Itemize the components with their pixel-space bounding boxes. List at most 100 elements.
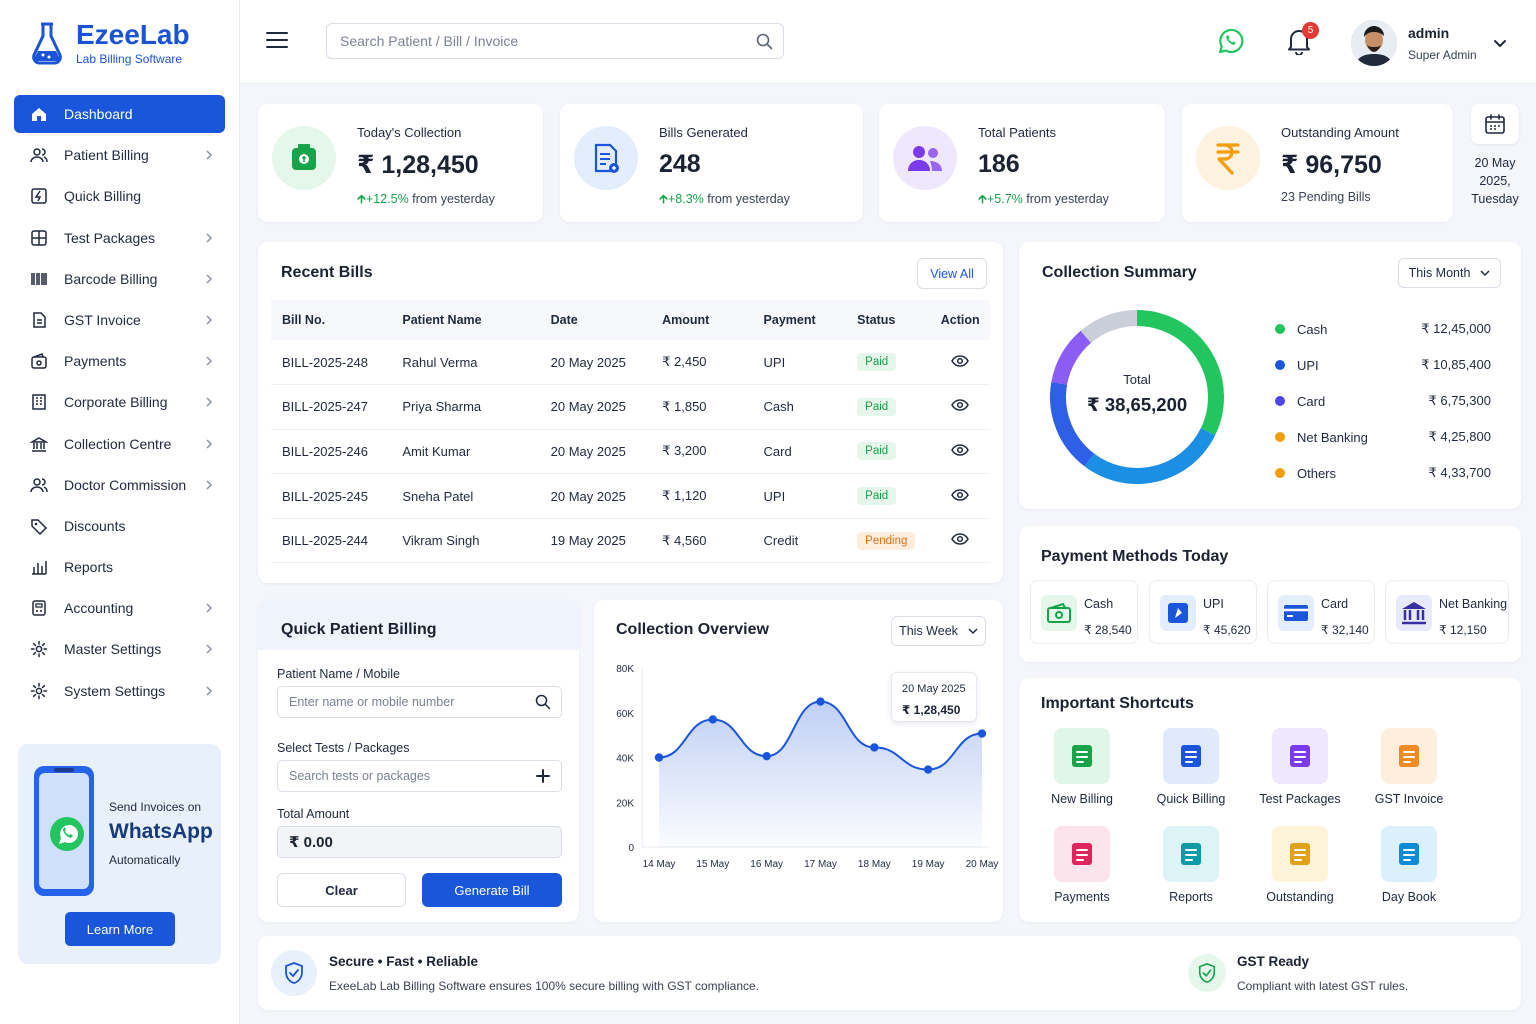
column-header: Status: [846, 300, 930, 340]
hamburger-menu-icon[interactable]: [266, 30, 288, 55]
chart-point[interactable]: [708, 715, 718, 724]
avatar[interactable]: [1351, 20, 1397, 66]
eye-icon[interactable]: [950, 354, 969, 370]
payment-mode: Card: [752, 429, 847, 475]
plus-icon[interactable]: [535, 768, 551, 787]
tests-search-input[interactable]: Search tests or packages: [277, 760, 562, 792]
legend-item: Net Banking ₹ 4,25,800: [1275, 427, 1491, 447]
learn-more-button[interactable]: Learn More: [65, 912, 175, 946]
legend-value: ₹ 10,85,400: [1421, 357, 1491, 372]
chart-point[interactable]: [654, 753, 664, 762]
eye-icon[interactable]: [950, 444, 969, 459]
outstanding-amount-card[interactable]: Outstanding Amount ₹ 96,750 23 Pending B…: [1182, 104, 1453, 222]
donut-slice-cash[interactable]: [1136, 310, 1224, 436]
sidebar-item-test-packages[interactable]: Test Packages: [14, 219, 225, 257]
bill-date: 20 May 2025: [539, 384, 652, 430]
sidebar-item-patient-billing[interactable]: Patient Billing: [14, 136, 225, 174]
sidebar-item-label: GST Invoice: [64, 311, 141, 328]
payment-method-net-banking[interactable]: Net Banking ₹ 12,150: [1385, 580, 1509, 644]
gear-icon: [30, 682, 48, 700]
search-icon[interactable]: [535, 694, 551, 713]
chart-point[interactable]: [762, 751, 771, 761]
bill-number: BILL-2025-248: [271, 340, 392, 386]
calendar-icon[interactable]: [1471, 104, 1519, 144]
sidebar-item-reports[interactable]: Reports: [14, 548, 225, 586]
payment-method-card[interactable]: Card ₹ 32,140: [1267, 580, 1375, 644]
chart-point[interactable]: [923, 765, 933, 774]
donut-slice-card[interactable]: [1050, 381, 1095, 467]
shortcut-reports[interactable]: Reports: [1137, 826, 1245, 904]
sidebar-item-barcode-billing[interactable]: Barcode Billing: [14, 260, 225, 298]
recent-bills-title: Recent Bills: [281, 264, 373, 281]
eye-icon[interactable]: [950, 399, 969, 414]
generate-bill-button[interactable]: Generate Bill: [422, 873, 562, 907]
date-widget[interactable]: 20 May 2025, Tuesday: [1469, 104, 1521, 208]
sidebar-item-doctor-commission[interactable]: Doctor Commission: [14, 466, 225, 504]
gst-shield-icon: [1188, 954, 1226, 992]
bills-generated-card[interactable]: Bills Generated 248 🡱+8.3% from yesterda…: [560, 104, 863, 222]
table-row[interactable]: BILL-2025-245 Sneha Patel 20 May 2025 ₹ …: [271, 473, 990, 519]
sidebar-item-collection-centre[interactable]: Collection Centre: [14, 425, 225, 463]
donut-slice-others[interactable]: [1080, 310, 1138, 344]
bill-amount: ₹ 1,850: [651, 384, 753, 430]
upi-icon: [1160, 595, 1196, 631]
search-input[interactable]: Search Patient / Bill / Invoice: [326, 23, 784, 59]
week-dropdown-label: This Week: [899, 624, 958, 638]
patient-name-input[interactable]: Enter name or mobile number: [277, 686, 562, 718]
donut-slice-upi[interactable]: [1084, 427, 1216, 484]
sidebar-item-master-settings[interactable]: Master Settings: [14, 630, 225, 668]
stat-value: ₹ 1,28,450: [357, 151, 479, 179]
chart-point[interactable]: [977, 729, 987, 738]
table-row[interactable]: BILL-2025-248 Rahul Verma 20 May 2025 ₹ …: [271, 340, 990, 386]
shortcut-label: Payments: [1054, 890, 1110, 904]
payment-method-upi[interactable]: UPI ₹ 45,620: [1149, 580, 1257, 644]
shortcuts-title: Important Shortcuts: [1041, 695, 1194, 712]
chart-point[interactable]: [870, 743, 879, 752]
shortcut-payments[interactable]: Payments: [1028, 826, 1136, 904]
total-patients-card[interactable]: Total Patients 186 🡱+5.7% from yesterday: [879, 104, 1165, 222]
sidebar-item-label: Test Packages: [64, 229, 156, 246]
logo[interactable]: EzeeLab Lab Billing Software: [30, 20, 190, 66]
donut-slice-net-banking[interactable]: [1051, 330, 1092, 386]
sidebar-item-payments[interactable]: Payments: [14, 342, 225, 380]
eye-icon[interactable]: [950, 533, 969, 548]
sidebar-item-quick-billing[interactable]: Quick Billing: [14, 177, 225, 215]
sidebar: EzeeLab Lab Billing Software Dashboard P…: [0, 0, 240, 1024]
table-row[interactable]: BILL-2025-246 Amit Kumar 20 May 2025 ₹ 3…: [271, 429, 990, 475]
sidebar-item-gst-invoice[interactable]: GST Invoice: [14, 301, 225, 339]
column-header: Amount: [651, 300, 753, 340]
stat-change-row: 23 Pending Bills: [1281, 190, 1371, 204]
payment-mode: UPI: [752, 473, 847, 519]
search-icon[interactable]: [756, 33, 773, 53]
bill-date: 19 May 2025: [539, 518, 652, 564]
clear-button[interactable]: Clear: [277, 873, 406, 907]
patient-name: Vikram Singh: [391, 518, 540, 564]
shortcut-day-book[interactable]: Day Book: [1355, 826, 1463, 904]
view-all-button[interactable]: View All: [917, 258, 987, 289]
chevron-down-icon[interactable]: [1493, 36, 1507, 54]
shortcut-gst-invoice[interactable]: GST Invoice: [1355, 728, 1463, 806]
sidebar-item-label: Barcode Billing: [64, 270, 158, 287]
shortcut-outstanding[interactable]: Outstanding: [1246, 826, 1354, 904]
whatsapp-icon[interactable]: [1216, 27, 1244, 60]
shortcut-quick-billing[interactable]: Quick Billing: [1137, 728, 1245, 806]
shortcut-test-packages[interactable]: Test Packages: [1246, 728, 1354, 806]
sidebar-item-discounts[interactable]: Discounts: [14, 507, 225, 545]
period-dropdown[interactable]: This Month: [1398, 258, 1501, 288]
todays-collection-card[interactable]: Today's Collection ₹ 1,28,450 🡱+12.5% fr…: [258, 104, 543, 222]
footer-text: ExeeLab Lab Billing Software ensures 100…: [329, 979, 760, 993]
table-row[interactable]: BILL-2025-247 Priya Sharma 20 May 2025 ₹…: [271, 384, 990, 430]
bill-amount: ₹ 2,450: [651, 340, 753, 386]
sidebar-item-corporate-billing[interactable]: Corporate Billing: [14, 383, 225, 421]
sidebar-item-accounting[interactable]: Accounting: [14, 589, 225, 627]
payment-method-cash[interactable]: Cash ₹ 28,540: [1030, 580, 1138, 644]
sidebar-item-system-settings[interactable]: System Settings: [14, 672, 225, 710]
shortcut-new-billing[interactable]: New Billing: [1028, 728, 1136, 806]
week-dropdown[interactable]: This Week: [891, 616, 986, 646]
payment-method-value: ₹ 12,150: [1439, 623, 1487, 637]
eye-icon[interactable]: [950, 488, 969, 504]
phone-whatsapp-icon: [34, 766, 94, 896]
sidebar-item-dashboard[interactable]: Dashboard: [14, 95, 225, 133]
chart-point[interactable]: [816, 697, 825, 706]
table-row[interactable]: BILL-2025-244 Vikram Singh 19 May 2025 ₹…: [271, 518, 990, 564]
